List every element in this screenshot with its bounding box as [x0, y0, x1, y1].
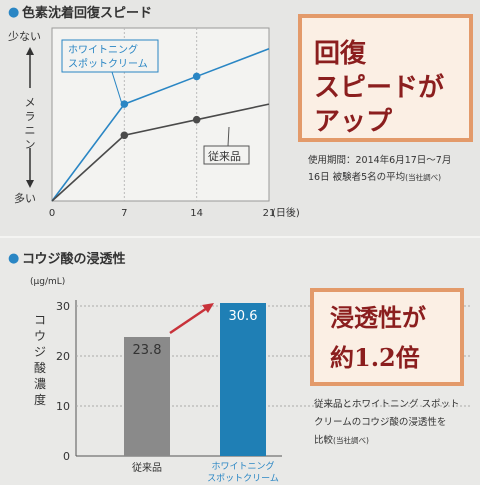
usage-note-line2: 16日 被験者5名の平均(当社調べ)	[308, 171, 441, 183]
new-product-point	[120, 100, 129, 108]
x-tick-label: 21	[263, 208, 276, 219]
usage-note-line1: 使用期間：2014年6月17日〜7月	[308, 154, 451, 166]
x-tick-label: 0	[49, 208, 55, 219]
new-product-label-line2: スポットクリーム	[68, 58, 148, 70]
yaxis-mid-char: ン	[25, 138, 36, 151]
series-group	[51, 48, 270, 202]
x-tick-label: 14	[190, 208, 203, 219]
ylabel-char: ウ	[34, 329, 46, 343]
old-product-line	[51, 103, 270, 202]
yaxis-bottom-label: 多い	[14, 191, 36, 205]
old-product-point	[120, 131, 129, 140]
bars: 23.8 30.6	[124, 303, 266, 456]
category-label: スポットクリーム	[207, 473, 279, 484]
new-product-pointer	[111, 71, 123, 105]
ylabel-char: ジ	[34, 345, 46, 359]
callout-line2: スピードが	[314, 72, 444, 103]
old-product-pointer	[227, 126, 230, 147]
new-product-label-line1: ホワイトニング	[68, 43, 138, 56]
ylabel-char: 酸	[34, 360, 46, 375]
x-tick-label: 7	[121, 208, 127, 219]
increase-arrow	[169, 304, 211, 335]
ylabel-char: 度	[34, 392, 46, 407]
yaxis-top-label: 少ない	[8, 30, 41, 43]
ylabel-char: コ	[34, 313, 46, 327]
compare-note-line1: 従来品とホワイトニング スポット	[314, 398, 460, 410]
bar-value-label: 23.8	[133, 343, 162, 358]
arrow-up-icon	[26, 47, 34, 55]
y-tick-label: 20	[56, 350, 70, 363]
old-product-point	[192, 115, 201, 124]
title-bullet-icon: ●	[8, 5, 19, 20]
yaxis-mid-char: ニ	[25, 124, 36, 137]
old-product-label: 従来品	[208, 150, 241, 163]
bottom-title: コウジ酸の浸透性	[22, 251, 125, 267]
yaxis-mid-char: メ	[25, 96, 36, 109]
new-product-point	[192, 72, 201, 81]
callout-line1: 回復	[314, 38, 367, 69]
bar	[220, 303, 266, 456]
title-bullet-icon: ●	[8, 251, 19, 266]
arrow-down-icon	[26, 180, 34, 188]
yaxis-mid-char: ラ	[25, 110, 36, 123]
category-label: 従来品	[132, 461, 162, 474]
bar	[124, 337, 170, 456]
y-tick-label: 30	[56, 300, 70, 313]
y-tick-label: 0	[63, 450, 70, 463]
compare-note-line3: 比較(当社調べ)	[314, 434, 369, 446]
penetration-panel: ● コウジ酸の浸透性 (μg/mL) コウジ酸濃度 0 10 20 30 23.8 30…	[0, 238, 480, 485]
xaxis-unit: (日後)	[272, 206, 300, 219]
callout-line3: アップ	[314, 107, 393, 137]
recovery-speed-panel: ● 色素沈着回復スピード 少ない 多い メラニン 0 7 14 21 (日後) ホワイ…	[0, 0, 480, 238]
old-product-label-box	[203, 145, 250, 165]
unit-label: (μg/mL)	[30, 277, 65, 287]
arrow-head-icon	[202, 303, 214, 313]
y-tick-label: 10	[56, 400, 70, 413]
penetration-callout-box	[310, 288, 464, 386]
category-label: ホワイトニング	[211, 460, 274, 472]
new-product-line	[51, 48, 270, 202]
speed-callout-box	[298, 14, 473, 142]
callout-line1: 浸透性が	[330, 303, 426, 332]
top-title: 色素沈着回復スピード	[22, 5, 152, 21]
bar-value-label: 30.6	[229, 309, 258, 324]
ylabel-char: 濃	[34, 377, 46, 391]
compare-note-line2: クリームのコウジ酸の浸透性を	[314, 416, 446, 428]
callout-line2: 約1.2倍	[330, 343, 420, 372]
new-product-label-box	[61, 39, 159, 73]
x-tick-labels: 0 7 14 21	[49, 208, 276, 219]
